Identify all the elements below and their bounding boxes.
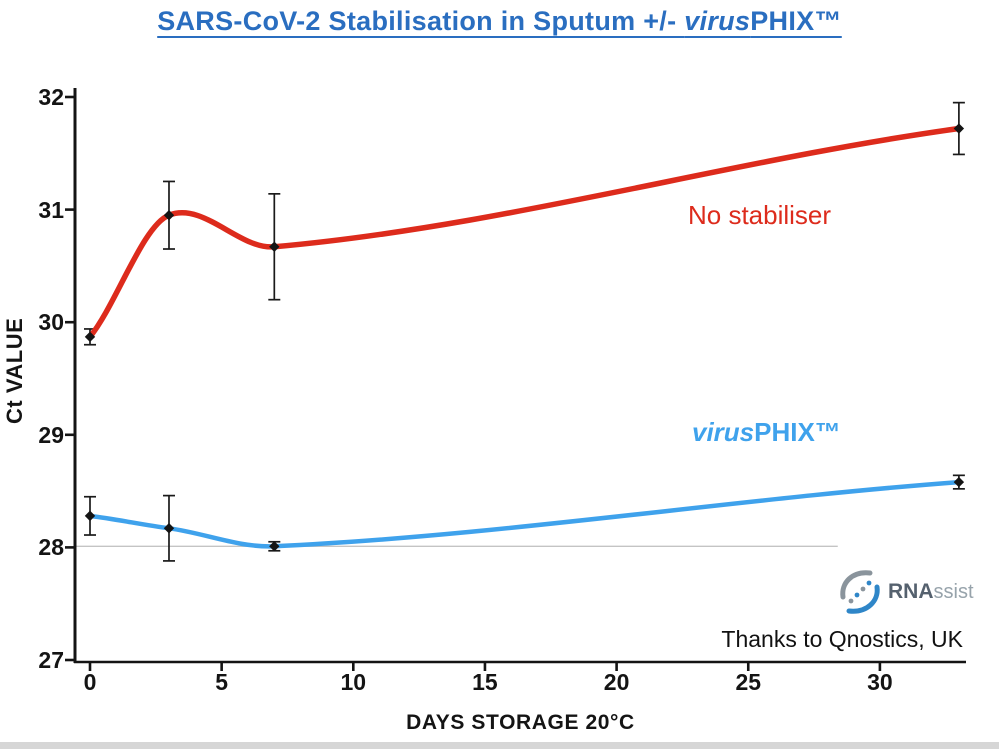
chart-title: SARS-CoV-2 Stabilisation in Sputum +/- v… xyxy=(0,6,999,37)
chart-title-virus-italic: virus xyxy=(684,6,751,36)
rnassist-logo-text-bold: RNA xyxy=(888,580,934,603)
y-tick-label: 29 xyxy=(38,421,64,448)
rnassist-logo-text-light: ssist xyxy=(933,581,974,603)
y-tick-label: 31 xyxy=(38,196,64,223)
data-point-virusphix xyxy=(163,523,175,534)
x-tick-label: 30 xyxy=(867,669,893,695)
data-point-virusphix xyxy=(953,476,965,488)
data-point-no-stabiliser xyxy=(269,241,280,252)
x-tick-label: 5 xyxy=(215,669,229,695)
series-label-no-stabiliser: No stabiliser xyxy=(688,200,832,230)
data-point-no-stabiliser xyxy=(84,331,96,343)
x-tick-label: 15 xyxy=(472,669,498,695)
series-line-virusphix xyxy=(87,479,962,549)
credit-text: Thanks to Qnostics, UK xyxy=(721,626,963,652)
series-line-no-stabiliser xyxy=(87,125,962,340)
data-point-no-stabiliser xyxy=(163,210,175,221)
x-tick-label: 10 xyxy=(340,669,367,695)
data-point-no-stabiliser xyxy=(953,123,965,134)
x-tick-label: 0 xyxy=(83,669,97,695)
chart-title-phix: PHIX™ xyxy=(750,6,842,36)
y-tick-label: 32 xyxy=(38,84,64,110)
y-tick-label: 27 xyxy=(38,647,64,673)
rnassist-logo: RNAssist xyxy=(836,568,974,616)
x-tick-label: 25 xyxy=(735,669,762,695)
x-tick-label: 20 xyxy=(603,669,630,695)
data-point-virusphix xyxy=(84,510,96,522)
x-axis-title: DAYS STORAGE 20°C xyxy=(406,711,635,734)
series-label-phix: PHIX™ xyxy=(754,417,841,447)
y-tick-label: 28 xyxy=(38,534,64,561)
y-tick-label: 30 xyxy=(38,309,64,336)
chart-title-prefix: SARS-CoV-2 Stabilisation in Sputum +/- xyxy=(157,6,685,36)
rnassist-logo-icon xyxy=(840,570,880,614)
chart-title-text: SARS-CoV-2 Stabilisation in Sputum +/- v… xyxy=(157,6,842,36)
bottom-strip xyxy=(0,742,999,749)
series-label-virusphix: virusPHIX™ xyxy=(692,417,841,448)
series-label-virus-italic: virus xyxy=(692,417,755,447)
data-point-virusphix xyxy=(269,541,280,552)
rnassist-logo-text: RNAssist xyxy=(888,580,974,604)
